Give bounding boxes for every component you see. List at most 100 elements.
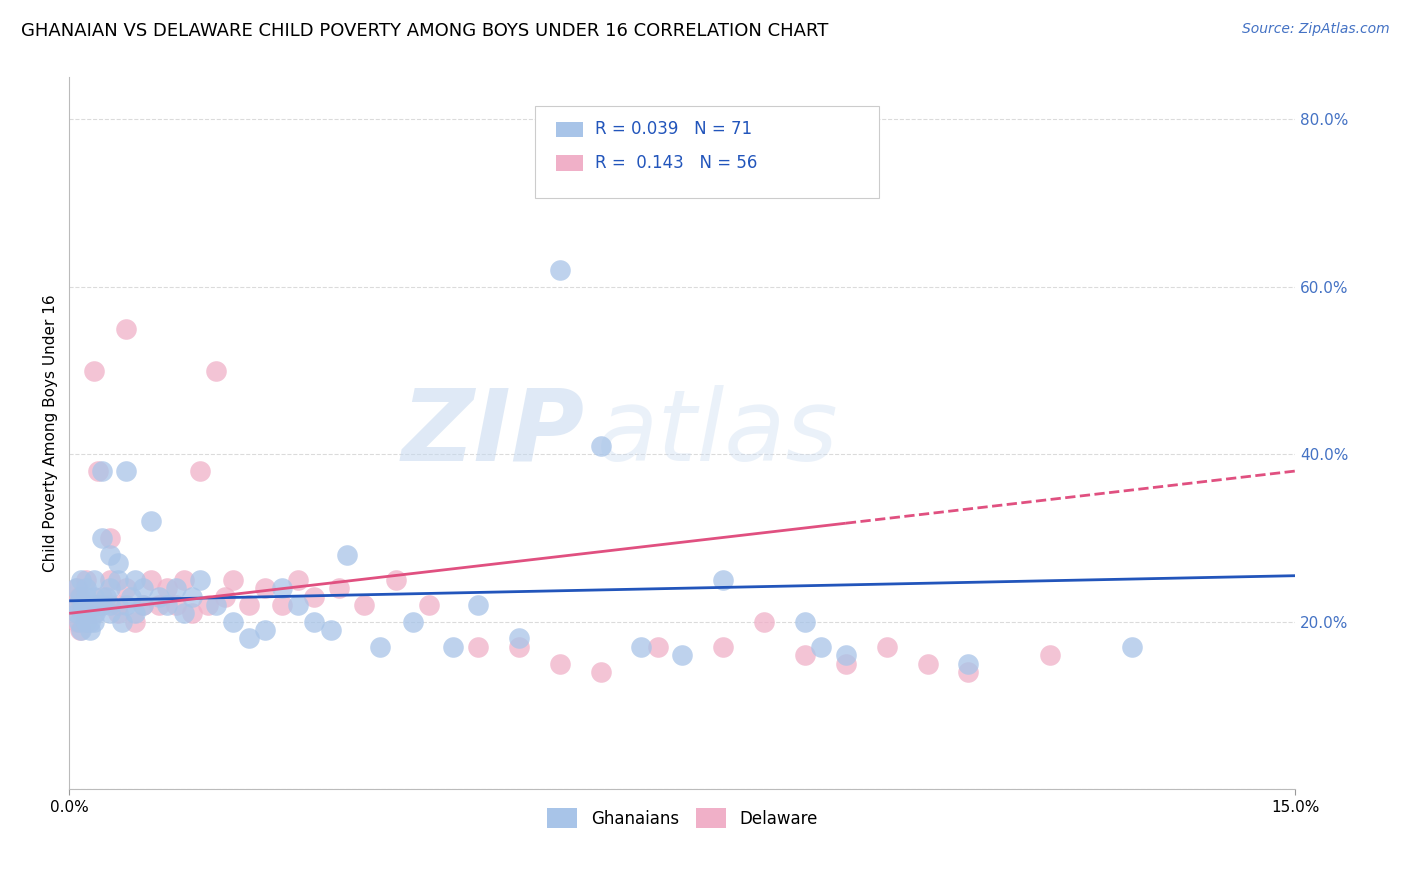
Point	[132, 598, 155, 612]
Point	[254, 623, 277, 637]
Point	[589, 665, 612, 679]
Legend: Ghanaians, Delaware: Ghanaians, Delaware	[541, 802, 824, 834]
Point	[67, 590, 90, 604]
Point	[115, 464, 138, 478]
Point	[83, 573, 105, 587]
Point	[66, 598, 89, 612]
Point	[115, 581, 138, 595]
Point	[188, 573, 211, 587]
Point	[835, 648, 858, 663]
Point	[107, 573, 129, 587]
Point	[368, 640, 391, 654]
Point	[794, 615, 817, 629]
Point	[72, 607, 94, 621]
Point	[98, 573, 121, 587]
Point	[222, 573, 245, 587]
Point	[83, 590, 105, 604]
FancyBboxPatch shape	[555, 155, 583, 170]
Point	[98, 607, 121, 621]
Point	[156, 598, 179, 612]
Text: R =  0.143   N = 56: R = 0.143 N = 56	[595, 153, 758, 172]
Point	[304, 590, 326, 604]
Point	[173, 573, 195, 587]
Point	[75, 598, 97, 612]
Point	[90, 531, 112, 545]
Point	[205, 598, 228, 612]
Point	[139, 514, 162, 528]
Point	[83, 607, 105, 621]
Point	[75, 615, 97, 629]
Point	[548, 657, 571, 671]
Point	[83, 598, 105, 612]
Point	[94, 590, 117, 604]
Point	[835, 657, 858, 671]
Point	[98, 581, 121, 595]
Point	[385, 573, 408, 587]
Point	[66, 607, 89, 621]
Point	[287, 598, 309, 612]
Point	[76, 598, 98, 612]
Point	[98, 531, 121, 545]
Point	[83, 598, 105, 612]
Point	[238, 598, 260, 612]
Point	[115, 321, 138, 335]
Point	[156, 581, 179, 595]
Point	[173, 607, 195, 621]
Point	[180, 607, 202, 621]
Point	[197, 598, 219, 612]
Text: Source: ZipAtlas.com: Source: ZipAtlas.com	[1241, 22, 1389, 37]
Point	[75, 590, 97, 604]
Point	[70, 573, 93, 587]
Point	[98, 598, 121, 612]
Point	[794, 648, 817, 663]
Point	[75, 607, 97, 621]
Point	[752, 615, 775, 629]
Point	[810, 640, 832, 654]
Point	[124, 615, 146, 629]
Point	[148, 598, 170, 612]
Point	[443, 640, 465, 654]
Point	[107, 598, 129, 612]
Point	[79, 615, 101, 629]
Point	[711, 640, 734, 654]
Point	[120, 590, 142, 604]
Point	[115, 598, 138, 612]
FancyBboxPatch shape	[555, 121, 583, 137]
Point	[671, 648, 693, 663]
Point	[111, 615, 134, 629]
Point	[1039, 648, 1062, 663]
Point	[65, 598, 87, 612]
Point	[165, 598, 187, 612]
Point	[589, 439, 612, 453]
Point	[124, 573, 146, 587]
Point	[90, 598, 112, 612]
Point	[336, 548, 359, 562]
Point	[214, 590, 236, 604]
Point	[69, 590, 91, 604]
Point	[711, 573, 734, 587]
Point	[90, 464, 112, 478]
Point	[83, 363, 105, 377]
Point	[84, 607, 107, 621]
Point	[98, 548, 121, 562]
Point	[180, 590, 202, 604]
Point	[132, 598, 155, 612]
Point	[165, 581, 187, 595]
Point	[353, 598, 375, 612]
Point	[132, 581, 155, 595]
Point	[304, 615, 326, 629]
Point	[69, 623, 91, 637]
Point	[124, 607, 146, 621]
Point	[66, 581, 89, 595]
Point	[107, 607, 129, 621]
Text: ZIP: ZIP	[401, 384, 585, 482]
Point	[1121, 640, 1143, 654]
Point	[319, 623, 342, 637]
Point	[148, 590, 170, 604]
Point	[66, 615, 89, 629]
Point	[917, 657, 939, 671]
Point	[72, 598, 94, 612]
Point	[508, 632, 530, 646]
Point	[67, 615, 90, 629]
Point	[79, 623, 101, 637]
